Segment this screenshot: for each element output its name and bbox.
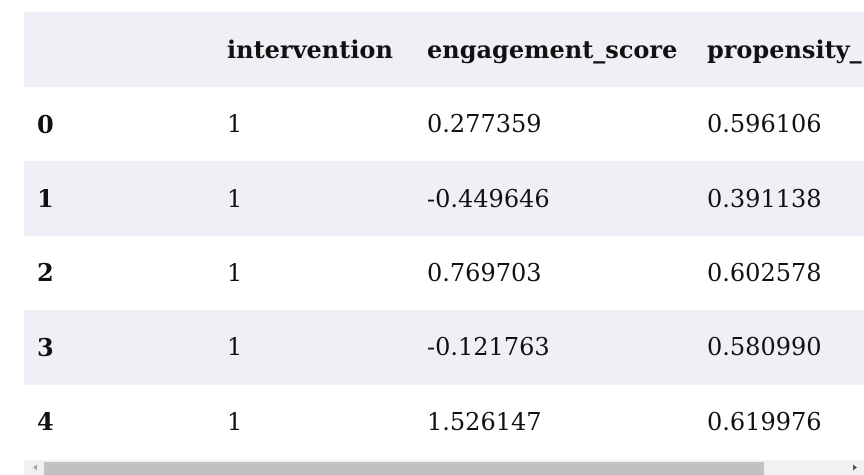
table-cell: 0.769703 <box>427 258 542 287</box>
table-cell: 0.596106 <box>707 110 822 139</box>
table-cell: 1 <box>227 407 243 436</box>
table-cell: 1 <box>227 110 243 139</box>
column-header: propensity_ <box>707 35 862 64</box>
table-cell: 0.580990 <box>707 333 822 362</box>
table-row: 2 1 0.769703 0.602578 <box>24 236 864 310</box>
row-index: 4 <box>37 407 54 437</box>
row-index: 1 <box>37 184 54 214</box>
scroll-thumb[interactable] <box>44 462 764 475</box>
table-cell: 0.619976 <box>707 407 822 436</box>
table-cell: -0.449646 <box>427 184 550 213</box>
table-cell: 1 <box>227 184 243 213</box>
table-cell: -0.121763 <box>427 333 550 362</box>
row-index: 2 <box>37 258 54 288</box>
scroll-right-arrow[interactable] <box>853 464 857 471</box>
table-cell: 0.391138 <box>707 184 822 213</box>
scroll-arrows <box>33 464 857 471</box>
table-row: 1 1 -0.449646 0.391138 <box>24 161 864 236</box>
table-cell: 0.602578 <box>707 258 822 287</box>
row-index: 0 <box>37 109 54 139</box>
row-index: 3 <box>37 332 54 362</box>
column-header: engagement_score <box>427 35 678 64</box>
table-row: 4 1 1.526147 0.619976 <box>24 385 864 459</box>
header-row: intervention engagement_score propensity_ <box>24 12 864 87</box>
table-row: 0 1 0.277359 0.596106 <box>24 87 864 161</box>
column-header: intervention <box>227 35 393 64</box>
table-cell: 0.277359 <box>427 110 542 139</box>
table-cell: 1 <box>227 258 243 287</box>
horizontal-scrollbar[interactable] <box>24 460 864 475</box>
table-row: 3 1 -0.121763 0.580990 <box>24 310 864 385</box>
scroll-left-arrow[interactable] <box>33 464 37 471</box>
table-cell: 1 <box>227 333 243 362</box>
table-cell: 1.526147 <box>427 407 542 436</box>
